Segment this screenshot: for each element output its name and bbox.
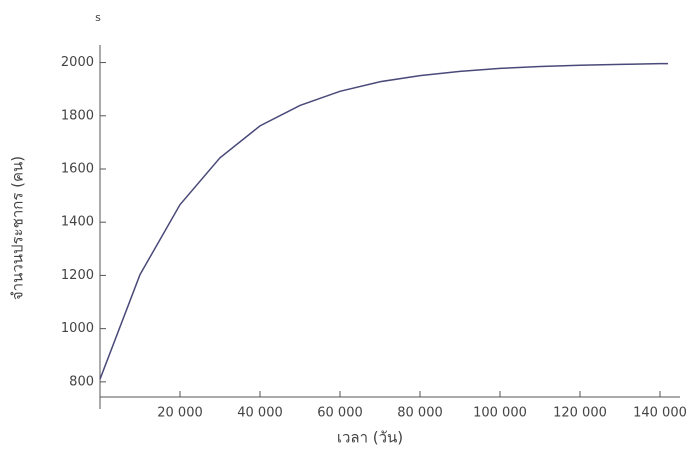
line-series xyxy=(99,62,668,380)
x-axis-label: เวลา (วัน) xyxy=(337,429,403,447)
x-tick-label: 80 000 xyxy=(397,406,443,421)
x-tick-label: 140 000 xyxy=(633,406,687,421)
x-tick-label: 100 000 xyxy=(473,406,527,421)
x-tick-label: 20 000 xyxy=(157,406,203,421)
y-tick-label: 1600 xyxy=(61,161,94,176)
y-axis-symbol: s xyxy=(95,11,101,24)
y-tick-label: 800 xyxy=(69,374,94,389)
y-tick-label: 1400 xyxy=(61,215,94,230)
x-tick-label: 120 000 xyxy=(553,406,607,421)
x-tick-label: 40 000 xyxy=(237,406,283,421)
y-tick-label: 2000 xyxy=(61,55,94,70)
y-axis-label: จำนวนประชากร (คน) xyxy=(9,156,27,300)
y-tick-label: 1000 xyxy=(61,321,94,336)
y-tick-label: 1800 xyxy=(61,108,94,123)
y-tick-label: 1200 xyxy=(61,268,94,283)
x-tick-label: 60 000 xyxy=(317,406,363,421)
